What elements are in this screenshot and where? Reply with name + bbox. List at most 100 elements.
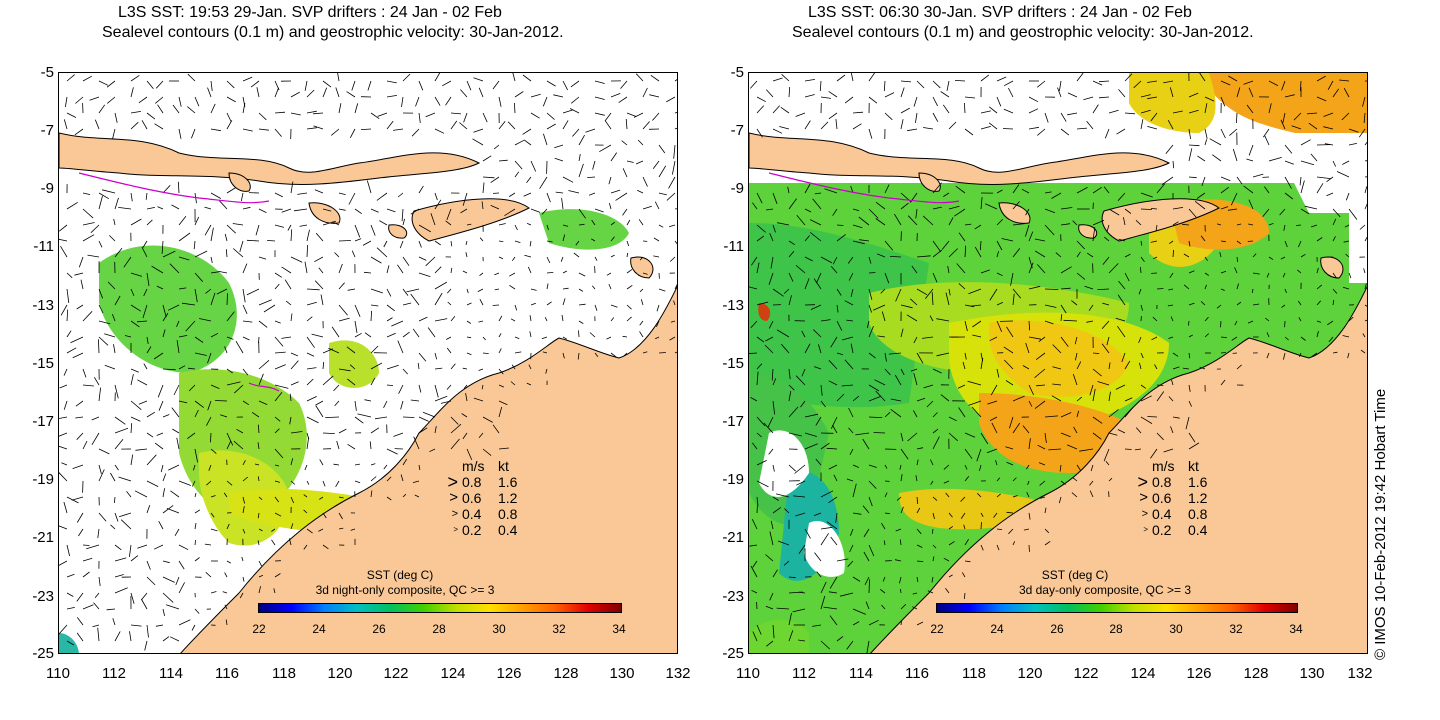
velocity-arrow [1282, 112, 1286, 123]
velocity-arrow [70, 336, 84, 344]
velocity-arrow [498, 256, 504, 260]
velocity-arrow [466, 352, 472, 356]
velocity-arrow [1232, 148, 1238, 162]
velocity-arrow [306, 528, 313, 534]
velocity-arrow [1006, 511, 1014, 514]
velocity-arrow [900, 368, 905, 376]
velocity-arrow [1199, 73, 1206, 82]
left-map-plot[interactable] [58, 72, 678, 654]
velocity-arrow [895, 288, 902, 302]
velocity-arrow [974, 246, 982, 258]
velocity-arrow [418, 416, 429, 422]
velocity-arrow [1124, 73, 1133, 82]
left-xtick: 122 [383, 665, 409, 682]
velocity-arrow [370, 427, 380, 434]
velocity-arrow [492, 304, 500, 306]
velocity-arrow [524, 254, 532, 258]
velocity-arrow [1034, 400, 1046, 409]
velocity-arrow [884, 352, 887, 362]
velocity-arrow [1124, 112, 1136, 115]
velocity-arrow [417, 362, 420, 370]
velocity-arrow [1003, 346, 1014, 354]
velocity-arrow [1204, 272, 1209, 276]
velocity-arrow [258, 208, 267, 213]
velocity-arrow [884, 464, 888, 469]
velocity-arrow [386, 448, 398, 455]
velocity-arrow [858, 216, 870, 226]
velocity-arrow [594, 208, 604, 213]
velocity-arrow [594, 80, 605, 84]
velocity-arrow [370, 345, 379, 354]
right-xtick: 114 [849, 665, 873, 682]
velocity-arrow [1291, 125, 1302, 130]
velocity-arrow [418, 352, 427, 362]
velocity-arrow [386, 332, 396, 338]
legend-arrow-icon: > [449, 489, 458, 506]
velocity-arrow [370, 463, 376, 466]
velocity-arrow [336, 440, 340, 450]
velocity-arrow [178, 335, 188, 338]
velocity-arrow [943, 557, 950, 562]
legend-header-ms: m/s [1152, 458, 1175, 474]
velocity-arrow [964, 245, 967, 258]
left-xtick: 116 [215, 665, 239, 682]
velocity-arrow [76, 592, 84, 602]
velocity-arrow [251, 411, 260, 418]
velocity-arrow [386, 265, 390, 274]
velocity-arrow [146, 272, 150, 286]
velocity-arrow [193, 240, 196, 250]
velocity-arrow [303, 509, 308, 514]
velocity-arrow [1060, 432, 1071, 438]
velocity-arrow [1108, 109, 1119, 114]
velocity-arrow [1220, 96, 1226, 107]
right-map-plot[interactable] [748, 72, 1368, 654]
velocity-arrow [314, 280, 324, 290]
velocity-arrow [1279, 208, 1286, 216]
velocity-arrow [562, 352, 565, 359]
velocity-arrow [434, 367, 443, 370]
velocity-arrow [801, 368, 806, 377]
velocity-arrow [1035, 352, 1046, 361]
velocity-arrow [1163, 80, 1174, 84]
velocity-arrow [63, 400, 68, 410]
velocity-arrow [883, 540, 886, 546]
velocity-arrow [1076, 410, 1080, 418]
velocity-arrow [82, 311, 93, 322]
velocity-arrow [881, 604, 886, 610]
velocity-arrow [884, 368, 891, 376]
velocity-arrow [546, 272, 554, 274]
velocity-arrow [397, 340, 404, 354]
velocity-arrow [1342, 286, 1350, 290]
velocity-arrow [257, 540, 260, 546]
velocity-arrow [546, 256, 551, 264]
velocity-arrow [810, 304, 822, 310]
velocity-arrow [1092, 432, 1102, 440]
velocity-arrow [810, 232, 822, 242]
velocity-arrow [637, 139, 644, 146]
velocity-arrow [848, 427, 854, 434]
left-xtick: 112 [102, 665, 126, 682]
velocity-arrow [932, 249, 943, 258]
velocity-arrow [980, 110, 991, 114]
velocity-arrow [376, 247, 388, 258]
velocity-arrow [1038, 336, 1046, 343]
velocity-arrow [346, 91, 356, 98]
velocity-arrow [66, 607, 75, 610]
velocity-arrow [835, 119, 838, 130]
velocity-arrow [98, 336, 109, 346]
velocity-arrow [306, 416, 319, 424]
velocity-arrow [1028, 336, 1042, 340]
velocity-arrow [836, 288, 842, 296]
velocity-arrow [386, 384, 394, 386]
velocity-arrow [652, 160, 660, 170]
velocity-arrow [466, 336, 472, 339]
velocity-arrow [225, 249, 228, 258]
velocity-arrow [1266, 352, 1270, 359]
velocity-arrow [756, 96, 766, 103]
velocity-arrow [1228, 75, 1238, 82]
velocity-arrow [98, 339, 100, 354]
velocity-arrow [1188, 109, 1199, 114]
velocity-arrow [948, 574, 953, 578]
velocity-arrow [290, 91, 300, 98]
velocity-arrow [832, 424, 838, 434]
